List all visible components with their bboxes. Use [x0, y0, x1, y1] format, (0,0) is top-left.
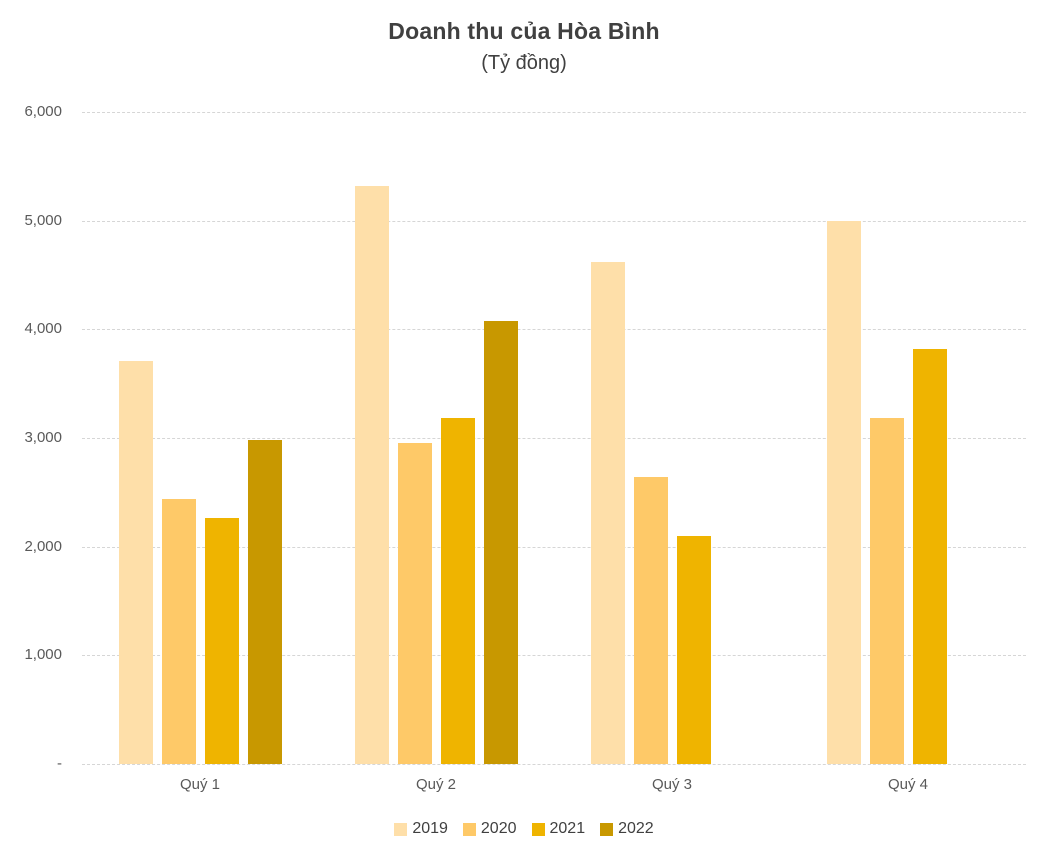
bar-2019-quý-3	[590, 261, 625, 764]
bar-2021-quý-4	[912, 348, 947, 764]
bar-group	[318, 112, 554, 764]
bar-2021-quý-2	[440, 418, 475, 764]
bar-2021-quý-3	[676, 535, 711, 764]
bar-groups	[82, 112, 1026, 764]
legend-label: 2019	[412, 820, 448, 837]
gridline	[82, 764, 1026, 765]
y-axis-tick-label: 6,000	[24, 103, 62, 120]
y-axis-tick-label: 5,000	[24, 211, 62, 229]
y-axis-tick-label: 3,000	[24, 429, 62, 446]
y-axis-tick-label: 4,000	[24, 320, 62, 338]
bar-2019-quý-4	[826, 220, 861, 764]
legend-swatch-icon	[600, 822, 614, 836]
gridline	[82, 329, 1026, 331]
chart-subtitle: (Tỷ đồng)	[481, 52, 567, 74]
bar-2022-quý-2	[483, 320, 518, 764]
legend-item-2019: 2019	[394, 820, 448, 838]
x-axis-label: Quý 1	[179, 776, 221, 793]
legend-label: 2022	[618, 820, 654, 837]
gridline	[82, 438, 1026, 439]
x-axis-label: Quý 3	[651, 776, 693, 793]
y-axis-tick-label: -	[57, 755, 62, 772]
chart-title: Doanh thu của Hòa Bình	[388, 18, 660, 44]
bar-2019-quý-2	[354, 185, 389, 764]
bar-2019-quý-1	[118, 360, 153, 764]
legend-label: 2021	[549, 820, 586, 837]
y-axis-tick-label: 1,000	[24, 646, 62, 664]
plot-area	[82, 112, 1026, 765]
bar-group	[790, 112, 1026, 764]
bar-2021-quý-1	[204, 518, 239, 764]
legend: 2019 2020 2021 2022	[0, 820, 1048, 838]
gridline	[82, 220, 1026, 222]
legend-swatch-icon	[531, 822, 545, 836]
gridline	[82, 546, 1026, 548]
legend-swatch-icon	[394, 822, 408, 836]
x-axis: Quý 1 Quý 2 Quý 3 Quý 4	[82, 776, 1026, 793]
bar-2022-quý-1	[247, 440, 282, 764]
gridline	[82, 112, 1026, 113]
bar-2020-quý-2	[397, 443, 432, 764]
bar-group	[82, 112, 318, 764]
legend-label: 2020	[480, 820, 517, 837]
legend-item-2021: 2021	[531, 820, 586, 838]
bar-2020-quý-3	[633, 477, 668, 764]
legend-item-2020: 2020	[462, 820, 517, 838]
gridline	[82, 655, 1026, 657]
x-axis-label: Quý 4	[887, 776, 929, 793]
legend-swatch-icon	[462, 822, 476, 836]
legend-item-2022: 2022	[600, 820, 654, 838]
bar-group	[554, 112, 790, 764]
y-axis-tick-label: 2,000	[24, 537, 62, 555]
bar-2020-quý-1	[161, 498, 196, 764]
x-axis-label: Quý 2	[415, 776, 457, 793]
bar-2020-quý-4	[869, 418, 904, 764]
